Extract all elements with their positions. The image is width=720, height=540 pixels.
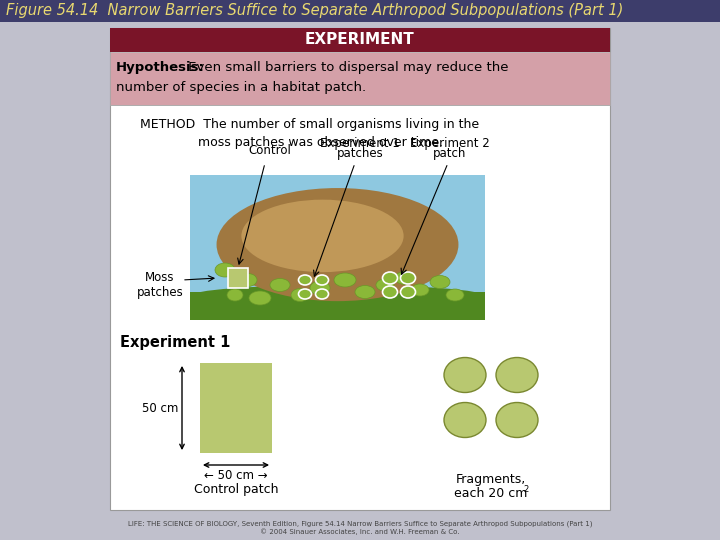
Text: Figure 54.14  Narrow Barriers Suffice to Separate Arthropod Subpopulations (Part: Figure 54.14 Narrow Barriers Suffice to …	[6, 3, 624, 18]
Ellipse shape	[310, 281, 330, 295]
Text: LIFE: THE SCIENCE OF BIOLOGY, Seventh Edition, Figure 54.14 Narrow Barriers Suff: LIFE: THE SCIENCE OF BIOLOGY, Seventh Ed…	[127, 521, 593, 527]
Ellipse shape	[446, 289, 464, 301]
Text: 50 cm: 50 cm	[142, 402, 178, 415]
Ellipse shape	[217, 188, 459, 301]
Text: Fragments,: Fragments,	[456, 473, 526, 486]
Ellipse shape	[299, 289, 312, 299]
Bar	[110, 28, 610, 510]
Ellipse shape	[241, 200, 404, 272]
Ellipse shape	[496, 357, 538, 393]
Bar	[190, 292, 485, 320]
Ellipse shape	[299, 275, 312, 285]
Ellipse shape	[315, 275, 328, 285]
Bar	[190, 175, 485, 320]
Text: Experiment 1: Experiment 1	[120, 335, 230, 350]
Text: each 20 cm: each 20 cm	[454, 487, 528, 500]
Text: Experiment 1: Experiment 1	[320, 137, 400, 150]
Bar	[110, 52, 610, 105]
Text: patches: patches	[337, 147, 383, 160]
Ellipse shape	[315, 289, 328, 299]
Bar	[200, 363, 272, 453]
Ellipse shape	[430, 275, 450, 288]
Text: Control patch: Control patch	[194, 483, 278, 496]
Text: Hypothesis:: Hypothesis:	[116, 60, 205, 73]
Ellipse shape	[444, 357, 486, 393]
Ellipse shape	[249, 291, 271, 305]
Ellipse shape	[270, 279, 290, 292]
Text: 2: 2	[523, 485, 528, 494]
Text: patch: patch	[433, 147, 467, 160]
Text: ← 50 cm →: ← 50 cm →	[204, 469, 268, 482]
Ellipse shape	[400, 272, 415, 284]
Text: METHOD  The number of small organisms living in the: METHOD The number of small organisms liv…	[140, 118, 479, 131]
Ellipse shape	[227, 289, 243, 301]
Ellipse shape	[215, 263, 235, 277]
Text: Control: Control	[248, 144, 292, 157]
Text: © 2004 Sinauer Associates, Inc. and W.H. Freeman & Co.: © 2004 Sinauer Associates, Inc. and W.H.…	[260, 529, 460, 535]
Bar	[110, 28, 610, 52]
Text: number of species in a habitat patch.: number of species in a habitat patch.	[116, 82, 366, 94]
Ellipse shape	[190, 285, 485, 307]
Text: Experiment 2: Experiment 2	[410, 137, 490, 150]
Bar	[228, 268, 248, 288]
Text: Even small barriers to dispersal may reduce the: Even small barriers to dispersal may red…	[184, 60, 508, 73]
Ellipse shape	[382, 286, 397, 298]
Ellipse shape	[496, 402, 538, 437]
Ellipse shape	[239, 273, 257, 287]
Ellipse shape	[444, 402, 486, 437]
Ellipse shape	[355, 286, 375, 299]
Text: moss patches was observed over time.: moss patches was observed over time.	[198, 136, 443, 149]
Ellipse shape	[334, 273, 356, 287]
Ellipse shape	[411, 284, 429, 296]
Text: Moss
patches: Moss patches	[137, 271, 184, 299]
Ellipse shape	[395, 272, 415, 285]
Text: EXPERIMENT: EXPERIMENT	[305, 32, 415, 48]
Bar	[0, 0, 720, 22]
Ellipse shape	[291, 288, 309, 301]
Ellipse shape	[382, 272, 397, 284]
Ellipse shape	[376, 279, 394, 291]
Ellipse shape	[400, 286, 415, 298]
